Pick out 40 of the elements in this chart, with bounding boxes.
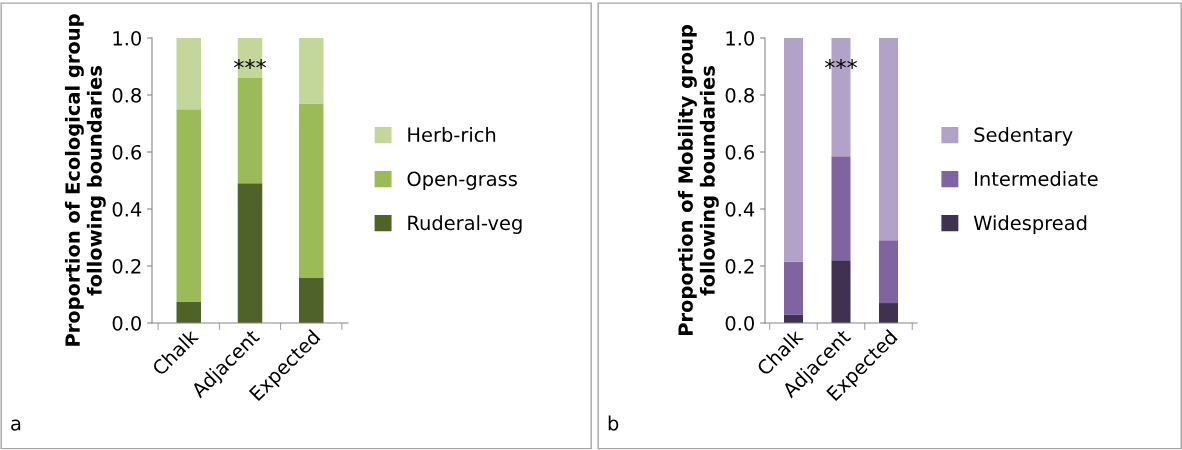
y-tick-label: 0.4 — [725, 201, 755, 217]
bar — [784, 38, 803, 262]
y-tick-label: 0.0 — [112, 315, 141, 331]
bar — [237, 183, 263, 323]
y-tick-label: 0.2 — [725, 258, 754, 274]
legend-label: Sedentary — [974, 126, 1073, 146]
y-tick-label: 0.2 — [112, 258, 141, 274]
y-tick-label: 0.4 — [112, 201, 142, 217]
bar — [176, 38, 201, 110]
bar — [237, 77, 263, 184]
bar — [831, 260, 851, 323]
bar — [299, 277, 324, 323]
legend-label: Intermediate — [975, 171, 1098, 187]
bar — [176, 109, 201, 302]
y-tick-label: 1.0 — [113, 30, 141, 46]
bar — [299, 103, 324, 278]
bar — [784, 314, 803, 323]
text: a — [11, 419, 21, 431]
y-tick-label: 0.6 — [725, 144, 755, 160]
bar — [784, 261, 803, 315]
bar — [176, 301, 201, 323]
bar — [831, 156, 851, 261]
annotation: *** — [234, 58, 266, 70]
y-tick-label: 1.0 — [726, 30, 754, 46]
legend-label: Widespread — [973, 215, 1087, 235]
y-axis-title: Proportion of Mobility group following boundaries — [677, 25, 719, 335]
text: b — [608, 415, 619, 431]
bar — [879, 38, 898, 241]
y-tick-label: 0.6 — [112, 144, 142, 160]
legend-label: Ruderal-veg — [408, 215, 522, 235]
y-tick-label: 0.8 — [725, 87, 754, 103]
annotation: *** — [825, 58, 857, 70]
bar — [299, 38, 324, 104]
legend-label: Open-grass — [407, 171, 517, 190]
y-tick-label: 0.0 — [725, 315, 754, 331]
legend-label: Herb-rich — [408, 126, 496, 143]
bar — [879, 240, 898, 304]
y-tick-label: 0.8 — [112, 87, 141, 103]
y-axis-title: Proportion of Ecological group following boundaries — [64, 14, 106, 346]
bar — [879, 303, 898, 323]
